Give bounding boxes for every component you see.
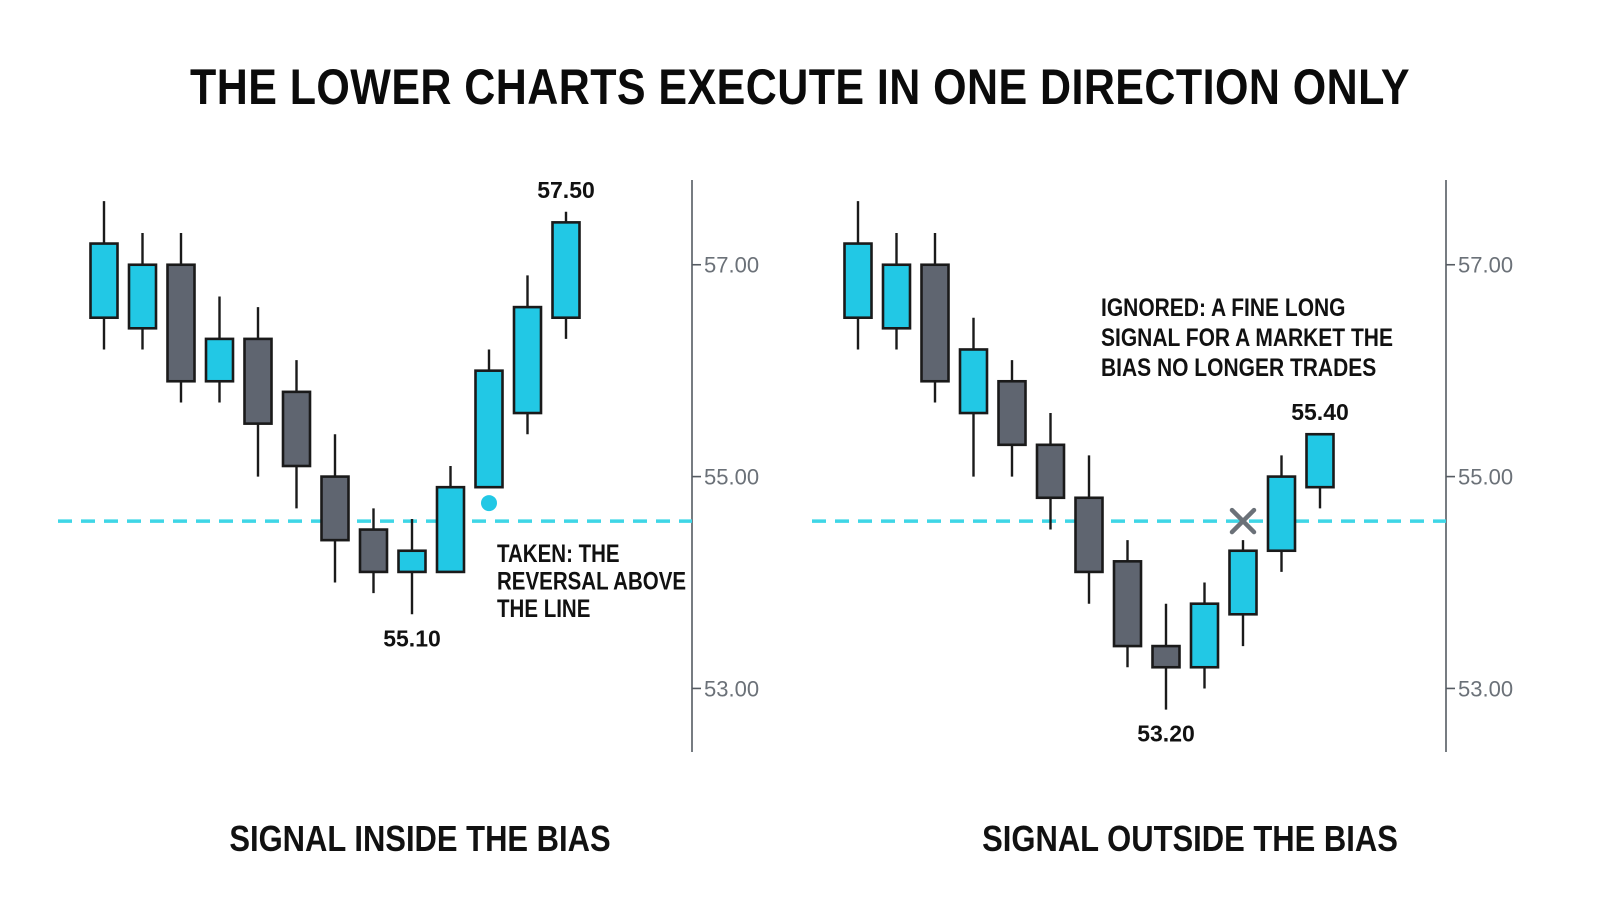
caption-signal-outside: SIGNAL OUTSIDE THE BIAS	[982, 818, 1398, 859]
candle-body	[1035, 443, 1066, 500]
candle-bearish	[358, 508, 389, 594]
candle-bearish	[320, 434, 350, 583]
candle-bullish	[435, 466, 466, 574]
candle-body	[1074, 496, 1104, 574]
price-point-label: 55.10	[383, 625, 441, 651]
y-tick-label: 57.00	[1458, 253, 1513, 278]
caption-signal-inside: SIGNAL INSIDE THE BIAS	[229, 818, 611, 859]
candle-body	[204, 337, 235, 383]
candle-body	[881, 263, 912, 330]
candle-body	[474, 369, 504, 489]
candle-bullish	[551, 211, 581, 339]
candle-body	[997, 379, 1027, 447]
candle-bearish	[1151, 603, 1181, 710]
candle-bearish	[920, 232, 950, 403]
candle-body	[1189, 602, 1220, 669]
candle-body	[1228, 549, 1258, 616]
candle-bullish	[89, 201, 119, 350]
candle-body	[358, 528, 389, 574]
candle-body	[1151, 644, 1181, 669]
candle-body	[843, 242, 873, 320]
signal-dot-marker	[481, 495, 497, 512]
y-tick-label: 53.00	[1458, 676, 1513, 701]
price-point-label: 55.40	[1291, 399, 1349, 425]
candle-body	[166, 263, 196, 383]
y-tick-label: 53.00	[704, 676, 759, 701]
candle-body	[397, 549, 427, 574]
candle-bearish	[243, 307, 273, 477]
candle-bullish	[397, 518, 427, 615]
annotation-line: REVERSAL ABOVE	[497, 567, 686, 595]
candle-body	[435, 485, 466, 574]
candle-body	[243, 337, 273, 425]
candle-bullish	[958, 317, 989, 477]
candle-bullish	[1189, 582, 1220, 689]
candle-bullish	[1266, 455, 1297, 572]
chart-panel-inside-bias: 57.00 55.00 53.00 57.50 55.10 TAKEN: THEREVER…	[58, 177, 759, 752]
candle-bullish	[127, 232, 158, 350]
candle-body	[512, 305, 543, 415]
candle-body	[958, 348, 989, 415]
annotation-line: THE LINE	[497, 594, 590, 622]
annotation-line: SIGNAL FOR A MARKET THE	[1101, 323, 1393, 351]
candle-body	[320, 475, 350, 542]
price-point-label: 53.20	[1137, 721, 1195, 747]
y-tick-label: 55.00	[1458, 465, 1513, 490]
candle-body	[89, 242, 119, 320]
candle-body	[127, 263, 158, 330]
candle-bearish	[1035, 413, 1066, 530]
candle-bullish	[843, 201, 873, 350]
annotation-line: BIAS NO LONGER TRADES	[1101, 353, 1376, 381]
candle-body	[1266, 475, 1297, 553]
candle-body	[1112, 560, 1143, 648]
signal-x-marker	[1229, 507, 1257, 535]
y-tick-label: 55.00	[704, 465, 759, 490]
chart-panel-outside-bias: 57.00 55.00 53.00 55.40 53.20 IGNORED: A FINE…	[812, 180, 1513, 752]
candle-body	[281, 390, 312, 468]
page-title: THE LOWER CHARTS EXECUTE IN ONE DIRECTIO…	[190, 59, 1410, 115]
candle-body	[1305, 432, 1335, 489]
candle-bullish	[1228, 540, 1258, 647]
candle-bearish	[1074, 455, 1104, 604]
candle-bullish	[474, 349, 504, 489]
annotation-line: TAKEN: THE	[497, 539, 620, 567]
candle-body	[920, 263, 950, 383]
candle-bearish	[1112, 540, 1143, 668]
candle-bullish	[881, 232, 912, 350]
price-point-label: 57.50	[537, 177, 595, 203]
y-tick-label: 57.00	[704, 253, 759, 278]
candle-bearish	[166, 232, 196, 403]
x-marker-stroke	[1229, 507, 1257, 535]
candle-bearish	[997, 360, 1027, 477]
candle-bullish	[1305, 432, 1335, 509]
candle-bullish	[512, 275, 543, 435]
candle-bearish	[281, 360, 312, 509]
candle-bullish	[204, 296, 235, 403]
annotation-line: IGNORED: A FINE LONG	[1101, 293, 1346, 321]
candle-body	[551, 221, 581, 320]
